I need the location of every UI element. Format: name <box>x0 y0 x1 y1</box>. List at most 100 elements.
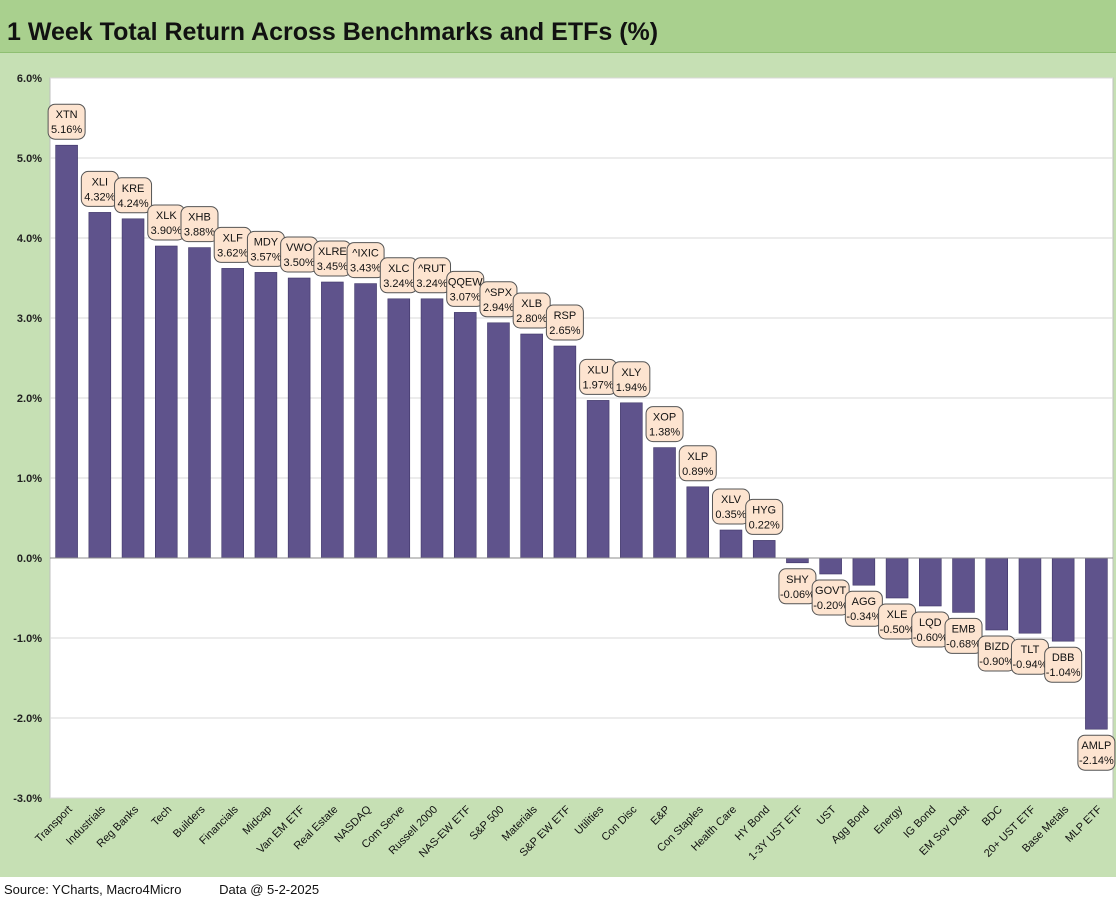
bar <box>387 298 411 559</box>
data-label-value: 1.38% <box>649 427 680 439</box>
y-tick-label: 3.0% <box>17 313 42 325</box>
data-label-ticker: AMLP <box>1081 740 1111 752</box>
data-label-value: -0.20% <box>813 600 848 612</box>
data-label-box <box>678 445 717 482</box>
y-tick-label: 2.0% <box>17 393 42 405</box>
data-label-value: 3.57% <box>250 251 281 263</box>
bar <box>620 402 643 559</box>
bar <box>952 557 975 613</box>
data-label-ticker: BIZD <box>984 641 1009 653</box>
chart-title: 1 Week Total Return Across Benchmarks an… <box>7 18 659 46</box>
data-label-value: 1.94% <box>616 382 647 394</box>
data-label-value: -2.14% <box>1079 755 1114 767</box>
data-label-ticker: XHB <box>188 212 211 224</box>
bar <box>420 298 444 559</box>
x-tick-label: BDC <box>980 804 1005 829</box>
bar <box>487 322 510 559</box>
source-note: Source: YCharts, Macro4Micro <box>4 882 182 897</box>
bar <box>287 277 311 559</box>
data-label-value: -1.04% <box>1046 667 1081 679</box>
data-label-ticker: XLV <box>721 494 742 506</box>
x-tick-label: MLP ETF <box>1063 803 1104 844</box>
data-label-value: -0.50% <box>880 624 915 636</box>
data-label-ticker: RSP <box>554 310 577 322</box>
data-label-ticker: XLP <box>687 451 708 463</box>
data-label-value: -0.90% <box>979 656 1014 668</box>
data-label-ticker: QQEW <box>448 276 483 288</box>
data-label-ticker: XOP <box>653 412 676 424</box>
data-label-ticker: XLB <box>521 298 542 310</box>
data-label-value: 0.22% <box>749 519 780 531</box>
data-label-value: 3.62% <box>217 247 248 259</box>
data-label-ticker: XTN <box>56 109 78 121</box>
y-tick-label: -3.0% <box>13 793 42 805</box>
data-label-ticker: XLC <box>388 263 409 275</box>
data-label-value: 2.80% <box>516 313 547 325</box>
data-label-ticker: ^SPX <box>485 287 513 299</box>
data-label-ticker: XLU <box>587 364 608 376</box>
data-label-ticker: VWO <box>286 242 313 254</box>
data-label-value: -0.06% <box>780 589 815 601</box>
x-tick-label: Con Disc <box>599 803 639 843</box>
y-tick-label: 0.0% <box>17 553 42 565</box>
bar <box>719 529 743 559</box>
x-tick-label: Tech <box>149 804 174 829</box>
bar <box>885 557 909 599</box>
data-label-value: 3.90% <box>151 225 182 237</box>
bar <box>188 247 211 559</box>
data-label-value: 3.24% <box>383 278 414 290</box>
data-label-value: 3.88% <box>184 227 215 239</box>
data-label-value: 3.07% <box>450 291 481 303</box>
data-label-box <box>114 177 153 214</box>
data-label-box <box>1077 734 1116 771</box>
bar <box>819 557 842 575</box>
data-label-value: -0.68% <box>946 638 981 650</box>
y-tick-label: 5.0% <box>17 153 42 165</box>
y-tick-label: 6.0% <box>17 73 42 85</box>
y-tick-label: -2.0% <box>13 713 42 725</box>
data-label-ticker: GOVT <box>815 585 846 597</box>
data-label-box <box>944 617 983 654</box>
data-label-box <box>545 304 584 341</box>
bar <box>1085 557 1108 730</box>
data-label-ticker: AGG <box>852 596 876 608</box>
data-label-ticker: XLF <box>223 232 243 244</box>
data-label-box <box>745 498 784 535</box>
bar <box>155 245 178 559</box>
bar <box>686 486 710 559</box>
bar <box>1051 557 1075 642</box>
data-label-ticker: TLT <box>1021 644 1040 656</box>
data-label-value: -0.34% <box>846 611 881 623</box>
data-label-ticker: LQD <box>919 617 942 629</box>
data-label-ticker: HYG <box>752 504 776 516</box>
bar <box>453 312 477 559</box>
bar <box>121 218 145 559</box>
data-label-ticker: XLE <box>887 609 908 621</box>
y-tick-label: -1.0% <box>13 633 42 645</box>
data-label-value: 4.24% <box>117 198 148 210</box>
data-label-value: 3.24% <box>416 278 447 290</box>
data-label-box <box>180 206 219 243</box>
data-date: Data @ 5-2-2025 <box>219 882 320 897</box>
data-label-value: -0.60% <box>913 632 948 644</box>
y-tick-label: 4.0% <box>17 233 42 245</box>
data-label-ticker: XLY <box>621 367 642 379</box>
data-label-box <box>645 406 684 443</box>
chart-area: 6.0% 5.0% 4.0% 3.0% 2.0% 1.0% 0.0% -1.0% -2.0% -3… <box>0 53 1116 877</box>
bar <box>88 212 112 559</box>
data-label-box <box>612 361 651 398</box>
data-label-value: 3.43% <box>350 263 381 275</box>
data-label-box <box>1044 646 1083 683</box>
bar <box>653 447 676 559</box>
footer: Source: YCharts, Macro4Micro Data @ 5-2-… <box>4 882 319 897</box>
data-label-value: -0.94% <box>1013 659 1048 671</box>
data-label-box <box>47 103 86 140</box>
bar <box>553 345 577 559</box>
data-label-ticker: ^RUT <box>418 263 446 275</box>
bar <box>786 557 809 564</box>
bar <box>852 557 876 586</box>
data-label-ticker: SHY <box>786 574 809 586</box>
bar <box>254 272 278 559</box>
bar <box>55 144 78 559</box>
data-label-value: 5.16% <box>51 124 82 136</box>
